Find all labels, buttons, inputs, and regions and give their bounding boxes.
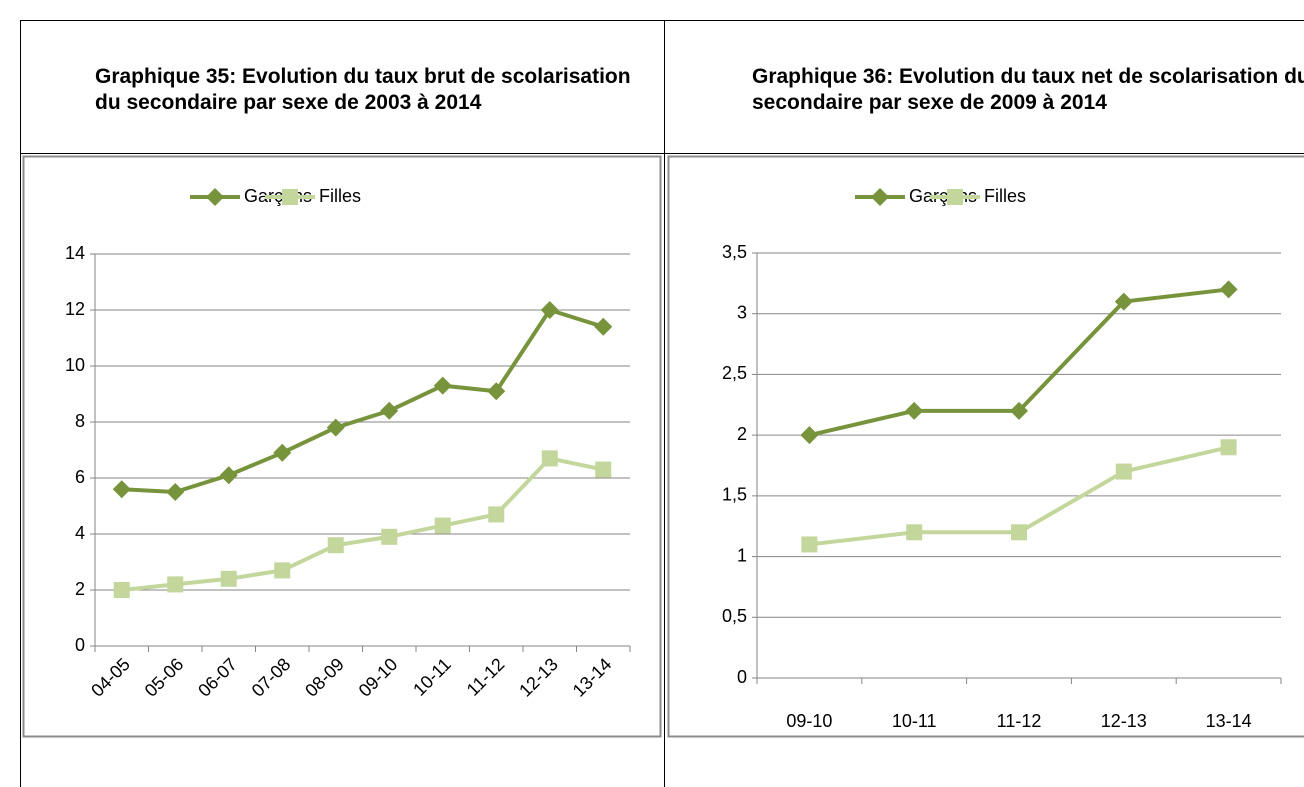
x-tick-label: 11-12 (463, 654, 509, 700)
x-tick-label: 09-10 (355, 654, 402, 701)
y-tick-label: 3 (737, 302, 747, 322)
marker (167, 576, 184, 593)
marker (595, 461, 612, 478)
marker (1010, 401, 1028, 420)
y-tick-label: 2 (75, 579, 85, 599)
y-tick-label: 10 (65, 355, 85, 375)
series-line (121, 456, 604, 592)
y-tick-label: 1,5 (722, 485, 747, 505)
marker (113, 582, 130, 598)
x-tick-label: 07-08 (248, 654, 295, 701)
marker (433, 376, 452, 395)
x-tick-label: 11-12 (997, 711, 1042, 731)
marker (905, 401, 924, 420)
y-tick-label: 0,5 (722, 606, 747, 626)
marker (206, 188, 224, 206)
marker (488, 506, 505, 523)
y-tick-label: 2 (737, 424, 747, 444)
x-tick-label: 13-14 (1206, 711, 1252, 731)
marker (800, 426, 819, 445)
chart-frame (22, 155, 662, 738)
x-tick-label: 09-10 (786, 711, 832, 731)
marker (541, 450, 558, 467)
x-tick-label: 08-09 (301, 654, 348, 701)
x-tick-label: 04-05 (87, 654, 134, 701)
x-tick-label: 10-11 (409, 654, 455, 700)
marker (1114, 292, 1133, 311)
x-tick-label: 12-13 (1101, 711, 1147, 731)
series-line (121, 308, 604, 494)
marker (166, 483, 185, 501)
y-tick-label: 1 (737, 545, 747, 565)
marker (112, 480, 131, 499)
x-tick-label: 05-06 (141, 654, 188, 701)
marker (220, 570, 237, 587)
marker (906, 524, 923, 541)
marker (327, 537, 344, 554)
marker (871, 188, 889, 206)
marker (434, 517, 451, 534)
y-tick-label: 0 (75, 635, 85, 655)
x-tick-label: 10-11 (892, 711, 937, 731)
marker (380, 401, 399, 420)
y-tick-label: 12 (65, 299, 85, 319)
marker (1115, 463, 1132, 480)
y-tick-label: 14 (65, 243, 85, 263)
marker (219, 466, 238, 485)
marker (274, 562, 291, 579)
y-tick-label: 0 (737, 667, 747, 687)
marker (1011, 524, 1027, 541)
y-tick-label: 6 (75, 467, 85, 487)
y-tick-label: 8 (75, 411, 85, 431)
x-tick-label: 06-07 (194, 654, 241, 701)
marker (273, 443, 292, 462)
x-tick-label: 12-13 (515, 654, 562, 701)
marker (282, 189, 298, 205)
marker (801, 536, 818, 553)
legend-label: Filles (984, 186, 1026, 206)
marker (1220, 439, 1237, 456)
marker (326, 418, 345, 437)
chart-title: Graphique 36: Evolution du taux net de s… (752, 65, 1304, 114)
chart-frame (667, 155, 1304, 738)
legend-label: Filles (319, 186, 361, 206)
y-tick-label: 3,5 (722, 242, 747, 262)
chart-title: Graphique 35: Evolution du taux brut de … (95, 65, 631, 114)
marker (1219, 280, 1238, 299)
x-tick-label: 13-14 (569, 654, 616, 701)
marker (540, 301, 559, 319)
table-borders (20, 20, 1304, 787)
marker (487, 382, 506, 401)
y-tick-label: 2,5 (722, 363, 747, 383)
marker (381, 528, 398, 545)
marker (947, 189, 963, 205)
marker (594, 317, 613, 336)
y-tick-label: 4 (75, 523, 85, 543)
